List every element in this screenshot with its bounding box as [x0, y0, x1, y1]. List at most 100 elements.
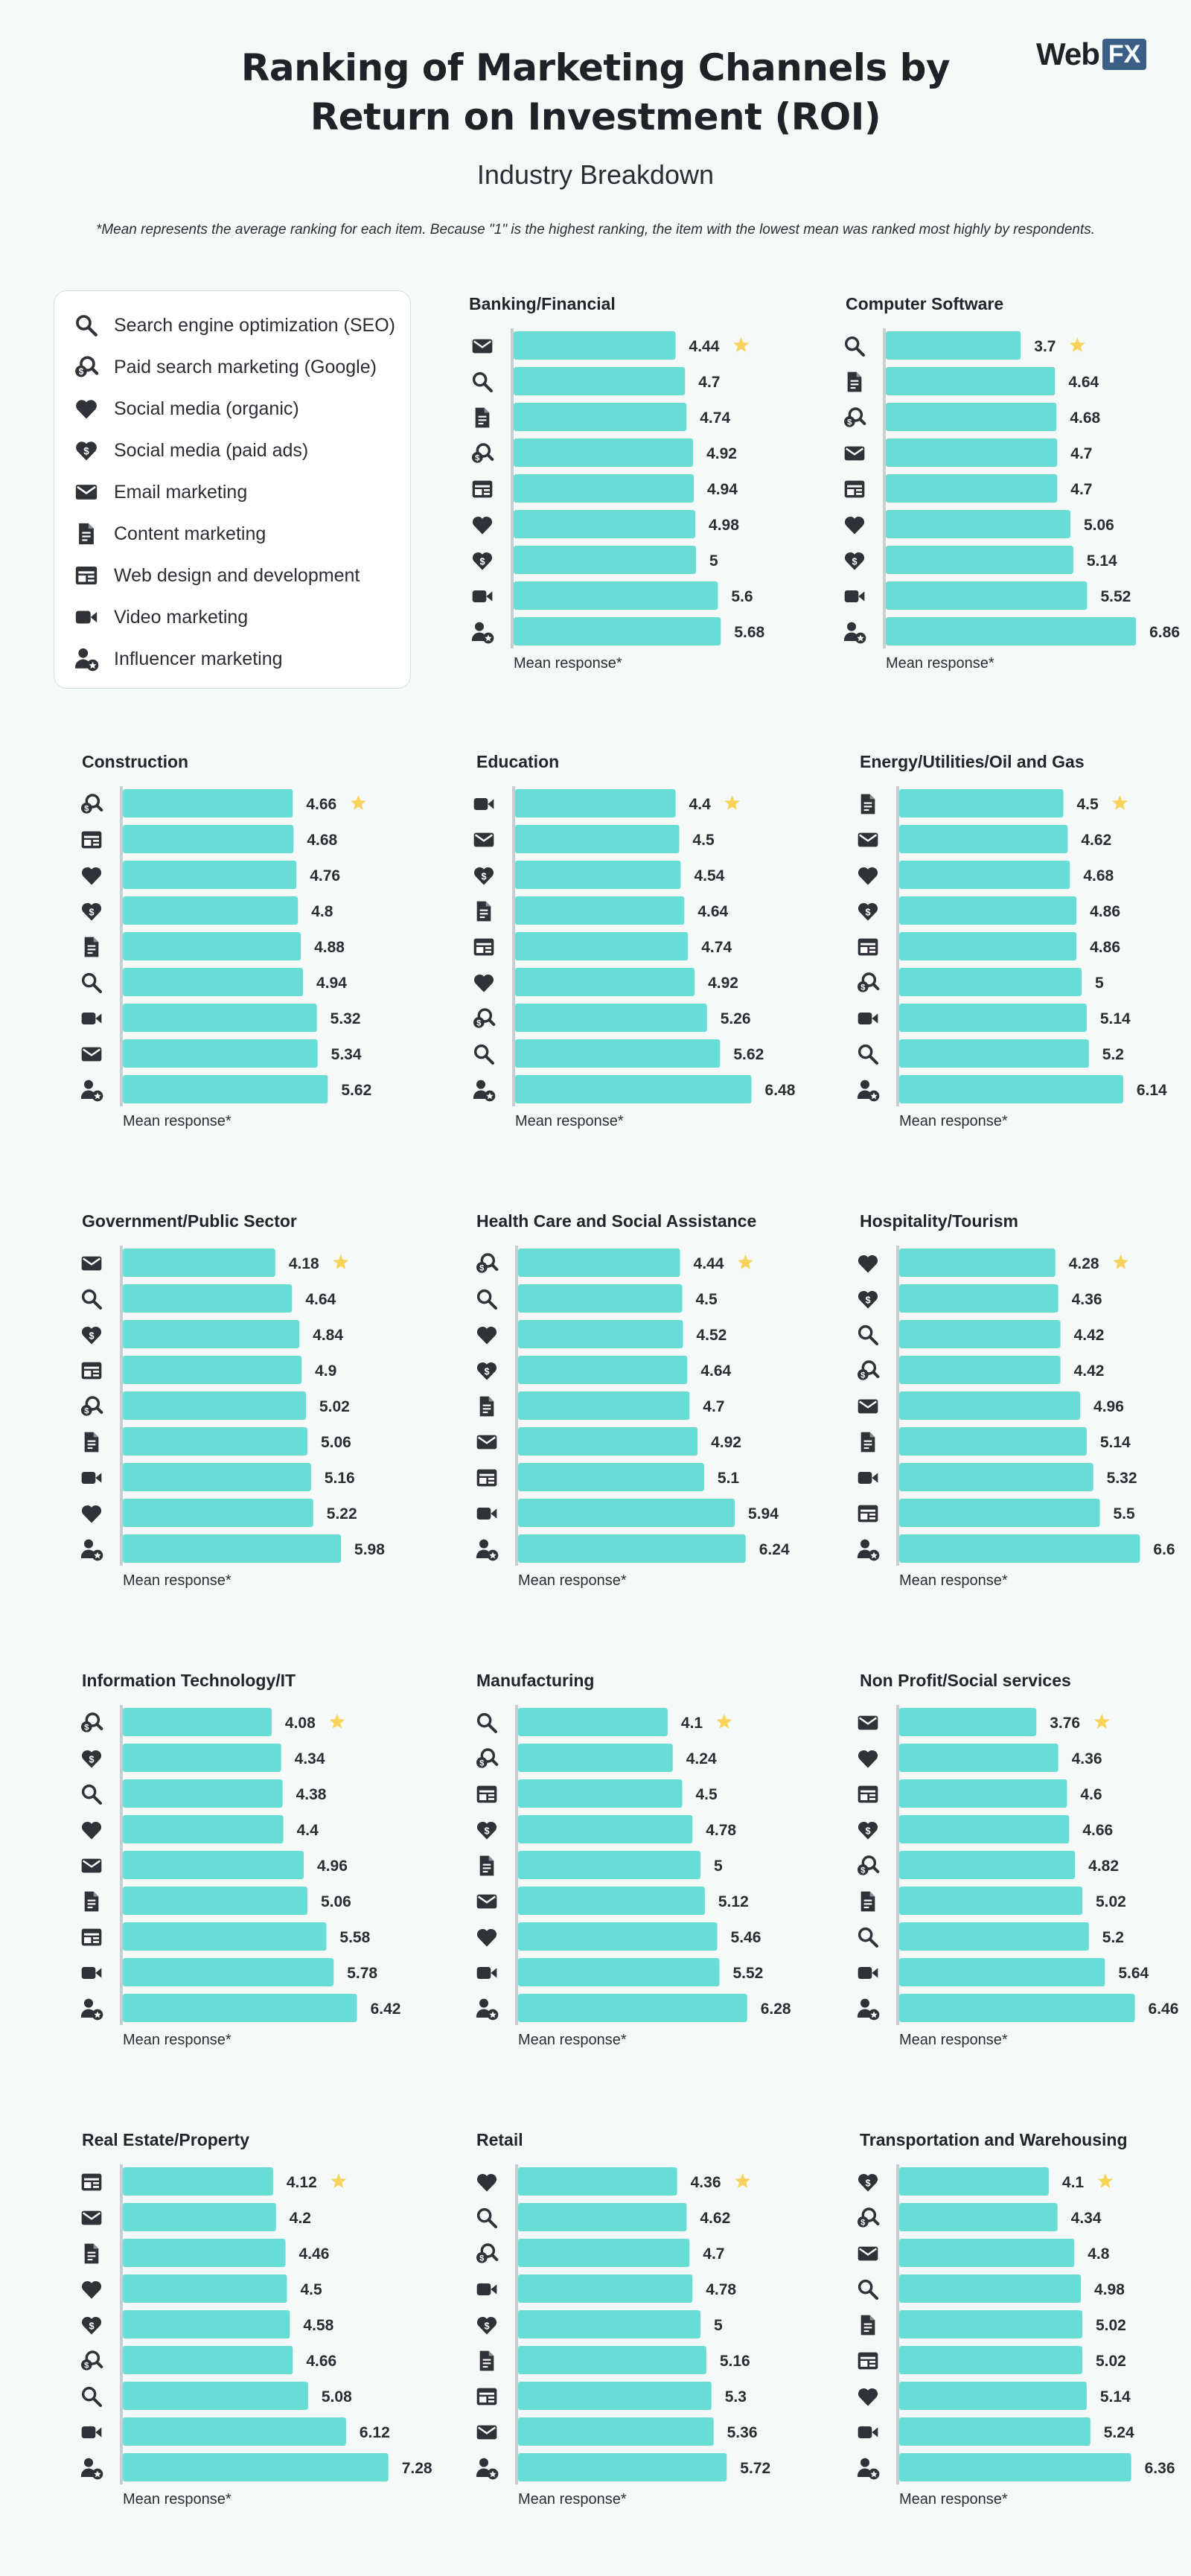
data-label: 4.1	[681, 1715, 703, 1732]
chart-panel: Manufacturing 4.1 4.24 4.5 4.78 5 5.12 5.46 5.52…	[475, 1671, 791, 2048]
chart-panel: Transportation and Warehousing 4.1 4.34 4.8…	[856, 2130, 1175, 2508]
bar	[886, 403, 1057, 431]
bar	[515, 1004, 707, 1032]
legend: Search engine optimization (SEO) Paid se…	[54, 290, 411, 689]
data-label: 5.2	[1102, 1929, 1124, 1946]
bar	[899, 1922, 1089, 1951]
data-label: 6.14	[1137, 1082, 1167, 1099]
data-label: 5.58	[339, 1929, 370, 1946]
bar	[899, 1039, 1089, 1068]
data-label: 5.06	[321, 1434, 351, 1451]
chart-panel: Information Technology/IT 4.08 4.34 4.38 4.4…	[80, 1671, 400, 2048]
video-camera-icon	[858, 1967, 878, 1979]
web-layout-icon	[476, 1785, 497, 1803]
bar	[123, 896, 298, 925]
data-label: 4.38	[296, 1786, 327, 1803]
heart-dollar-icon	[858, 1290, 878, 1309]
data-label: 4.18	[289, 1255, 319, 1272]
bar	[899, 1994, 1135, 2022]
chart-title: Banking/Financial	[469, 294, 616, 313]
legend-item-email: Email marketing	[74, 471, 247, 513]
envelope-icon	[476, 2424, 498, 2440]
bar	[514, 581, 718, 610]
document-icon	[860, 1890, 876, 1913]
data-label: 4.12	[287, 2174, 317, 2191]
envelope-icon	[857, 832, 879, 848]
data-label: 4.36	[1072, 1291, 1102, 1308]
data-label: 6.28	[761, 2000, 791, 2018]
magnifier-icon	[81, 972, 102, 993]
data-label: 4.64	[1068, 374, 1099, 391]
bar	[123, 1075, 328, 1103]
bar	[515, 789, 676, 817]
envelope-icon	[80, 2210, 103, 2226]
top-rank-star-icon	[733, 337, 749, 352]
bar	[518, 2274, 693, 2303]
bar	[123, 968, 304, 996]
top-rank-star-icon	[333, 1254, 349, 1269]
bar	[123, 2346, 293, 2374]
heart-dollar-icon	[476, 2316, 497, 2335]
bar	[514, 367, 686, 395]
data-label: 4.5	[693, 832, 715, 849]
data-label: 5.14	[1100, 1434, 1131, 1451]
magnifier-icon	[858, 2279, 878, 2300]
data-label: 4.82	[1088, 1858, 1119, 1875]
web-layout-icon	[858, 1505, 878, 1523]
top-rank-star-icon	[331, 2173, 347, 2188]
chart-title: Health Care and Social Assistance	[476, 1211, 756, 1231]
data-label: 5.6	[731, 588, 753, 605]
legend-item-social-paid: Social media (paid ads)	[74, 430, 308, 471]
document-icon	[83, 1890, 100, 1913]
influencer-icon	[476, 2458, 499, 2480]
top-rank-star-icon	[724, 795, 741, 810]
data-label: 5.78	[347, 1965, 377, 1982]
bar	[518, 1887, 705, 1915]
paid-search-icon	[475, 2243, 499, 2265]
bar	[123, 1887, 307, 1915]
bar	[123, 789, 293, 817]
legend-label: Content marketing	[114, 523, 266, 544]
chart-panel: Government/Public Sector 4.18 4.64 4.84 4.9 5…	[80, 1211, 385, 1589]
bar	[518, 1534, 746, 1563]
data-label: 4.78	[706, 1822, 736, 1839]
document-icon	[476, 900, 492, 922]
data-label: 5.64	[1118, 1965, 1149, 1982]
chart-title: Retail	[476, 2130, 523, 2149]
bar	[123, 2417, 346, 2446]
web-layout-icon	[81, 831, 102, 849]
bar	[899, 1499, 1100, 1527]
web-layout-icon	[844, 480, 865, 498]
bar	[514, 403, 687, 431]
data-label: 4.98	[1094, 2281, 1125, 2298]
data-label: 5.72	[740, 2460, 770, 2477]
top-rank-star-icon	[1113, 1254, 1129, 1269]
heart-icon	[858, 867, 878, 885]
data-label: 6.12	[360, 2424, 390, 2441]
data-label: 5	[714, 1858, 723, 1875]
web-layout-icon	[81, 2173, 102, 2191]
envelope-icon	[471, 338, 494, 354]
logo-box: FX	[1102, 39, 1147, 70]
bar	[899, 1391, 1081, 1420]
bar	[518, 1851, 700, 1879]
bar	[518, 1708, 668, 1736]
bar	[518, 1958, 720, 1986]
data-label: 6.24	[759, 1541, 790, 1558]
envelope-icon	[476, 1893, 498, 1910]
bar	[899, 2382, 1087, 2410]
data-label: 5.12	[718, 1893, 749, 1910]
document-icon	[860, 2314, 876, 2336]
heart-dollar-icon	[476, 1821, 497, 1840]
data-label: 4.08	[285, 1715, 316, 1732]
bar	[514, 510, 696, 538]
data-label: 4.96	[317, 1858, 348, 1875]
magnifier-icon	[472, 372, 493, 392]
chart-title: Information Technology/IT	[82, 1671, 296, 1690]
envelope-icon	[473, 832, 495, 848]
data-label: 4.5	[1077, 796, 1099, 813]
bar	[899, 825, 1068, 853]
heart-icon	[858, 1254, 878, 1273]
x-axis-label: Mean response*	[899, 1113, 1008, 1129]
data-label: 5.02	[1096, 1893, 1126, 1910]
